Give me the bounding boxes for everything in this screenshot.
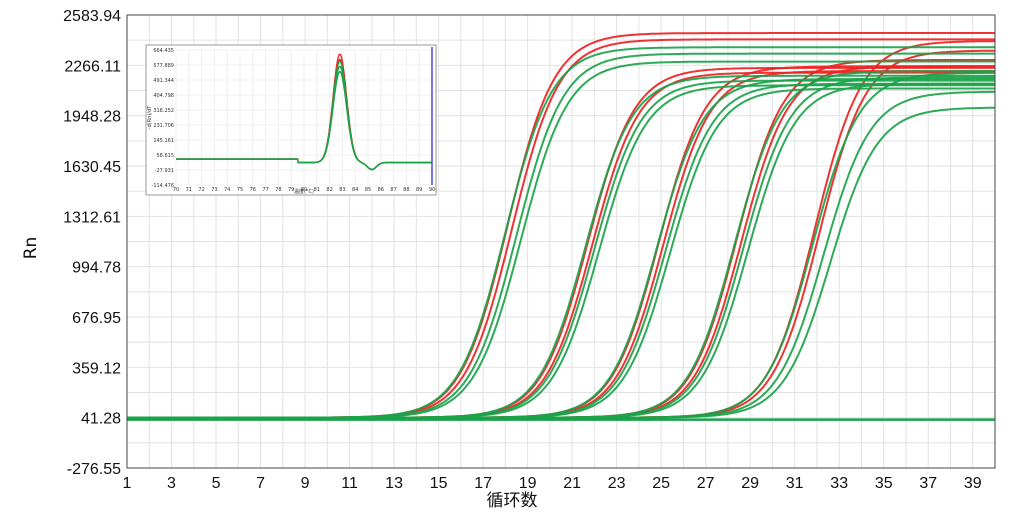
inset-y-tick-label: 664.435 [153,48,174,54]
amplification-curve-green [127,106,996,419]
x-tick-label: 31 [786,475,804,492]
inset-x-tick-label: 76 [250,187,256,193]
melt-curve-green [176,70,432,171]
y-tick-label: 1630.45 [63,159,121,176]
inset-x-tick-label: 83 [339,187,345,193]
inset-x-axis-label: 温度(°C) [294,188,314,195]
x-tick-label: 7 [256,475,265,492]
inset-x-tick-label: 81 [314,187,320,193]
inset-x-tick-label: 87 [390,187,396,193]
inset-x-tick-label: 84 [352,187,358,193]
x-tick-label: 17 [474,475,492,492]
x-tick-label: 11 [341,475,358,492]
inset-x-tick-label: 77 [262,187,268,193]
inset-x-tick-label: 82 [326,187,332,193]
inset-x-tick-label: 73 [211,187,217,193]
y-tick-label: -276.55 [67,461,121,478]
x-tick-label: 19 [519,475,537,492]
x-tick-label: 27 [697,475,715,492]
x-tick-label: 21 [563,475,581,492]
x-tick-label: 37 [919,475,937,492]
inset-y-tick-label: 577.889 [153,63,174,69]
y-tick-label: 1948.28 [63,109,121,126]
inset-x-tick-label: 85 [365,187,371,193]
inset-x-tick-label: 88 [403,187,409,193]
inset-y-axis-label: -d(Rn)/dT [147,105,153,129]
y-axis-label: Rn [21,237,41,260]
inset-y-tick-label: -27.931 [155,168,174,174]
inset-y-tick-label: 491.344 [153,78,174,84]
inset-x-tick-label: 79 [288,187,294,193]
x-tick-label: 13 [385,475,403,492]
series-layer [127,32,996,421]
inset-x-tick-label: 72 [198,187,204,193]
y-tick-label: 359.12 [72,360,121,377]
inset-y-tick-label: 58.615 [157,153,175,159]
inset-x-tick-label: 80 [301,187,307,193]
x-tick-label: 35 [875,475,893,492]
y-tick-label: 2583.94 [63,8,121,25]
inset-y-tick-label: 318.252 [153,108,174,114]
x-tick-label: 15 [430,475,448,492]
x-tick-label: 9 [301,475,310,492]
x-tick-label: 39 [964,475,982,492]
inset-x-tick-label: 75 [237,187,243,193]
x-axis-label: 循环数 [487,491,538,511]
y-tick-label: 41.28 [81,411,121,428]
x-tick-label: 29 [741,475,759,492]
x-tick-label: 23 [608,475,626,492]
inset-grid [175,49,433,186]
y-tick-label: 2266.11 [64,58,121,75]
inset-y-tick-label: 404.798 [153,93,174,99]
inset-x-tick-label: 90 [429,187,435,193]
inset-x-tick-label: 86 [378,187,384,193]
y-tick-label: 676.95 [72,310,121,327]
inset-x-tick-label: 89 [416,187,422,193]
inset-x-tick-label: 78 [275,187,281,193]
inset-x-tick-label: 70 [173,187,179,193]
inset-y-tick-labels: 664.435 577.889 491.344 404.798 318.252 231.7… [152,48,174,189]
x-tick-label: 1 [123,475,132,492]
x-tick-label: 33 [830,475,848,492]
y-tick-label: 1312.61 [63,209,121,226]
inset-y-tick-label: 231.706 [153,123,174,129]
inset-x-tick-labels: 70 71 72 73 74 75 76 77 78 79 80 81 82 83 84 85 86 87 88 89… [173,187,435,193]
inset-y-tick-label: -114.476 [152,183,174,189]
x-tick-labels: 1 3 5 7 9 11 13 15 17 19 21 23 25 27 29 31 33 35 37 39 [123,475,982,492]
inset-x-tick-label: 74 [224,187,230,193]
x-tick-label: 5 [212,475,221,492]
y-tick-label: 994.78 [72,260,121,277]
x-tick-label: 3 [167,475,176,492]
inset-series [176,53,432,171]
y-tick-labels: 2583.94 2266.11 1948.28 1630.45 1312.61 994.7… [63,8,121,478]
inset-y-tick-label: 145.161 [153,138,174,144]
x-tick-label: 25 [652,475,670,492]
plot-frame [126,14,996,469]
inset-x-tick-label: 71 [186,187,192,193]
melt-curve-inset: 664.435 577.889 491.344 404.798 318.252 231.7… [145,44,437,196]
